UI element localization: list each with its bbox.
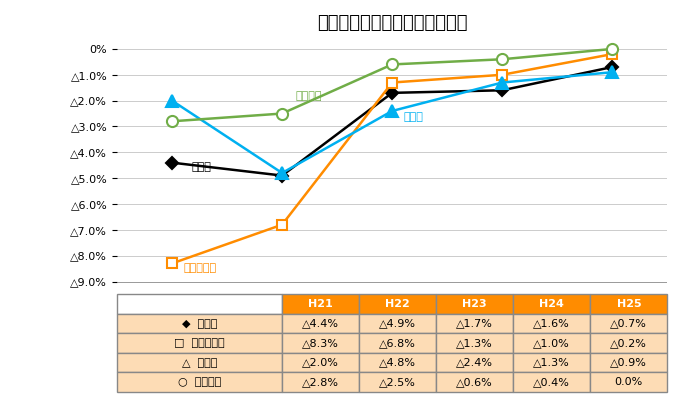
Text: 名古屋圏: 名古屋圏 (295, 91, 322, 101)
Text: 東京圏: 東京圏 (192, 162, 212, 172)
Text: 東京都区部: 東京都区部 (183, 263, 216, 273)
Title: 圏域別住宅地の年間変動率推移: 圏域別住宅地の年間変動率推移 (317, 14, 467, 32)
Text: 大阪圏: 大阪圏 (403, 112, 423, 122)
